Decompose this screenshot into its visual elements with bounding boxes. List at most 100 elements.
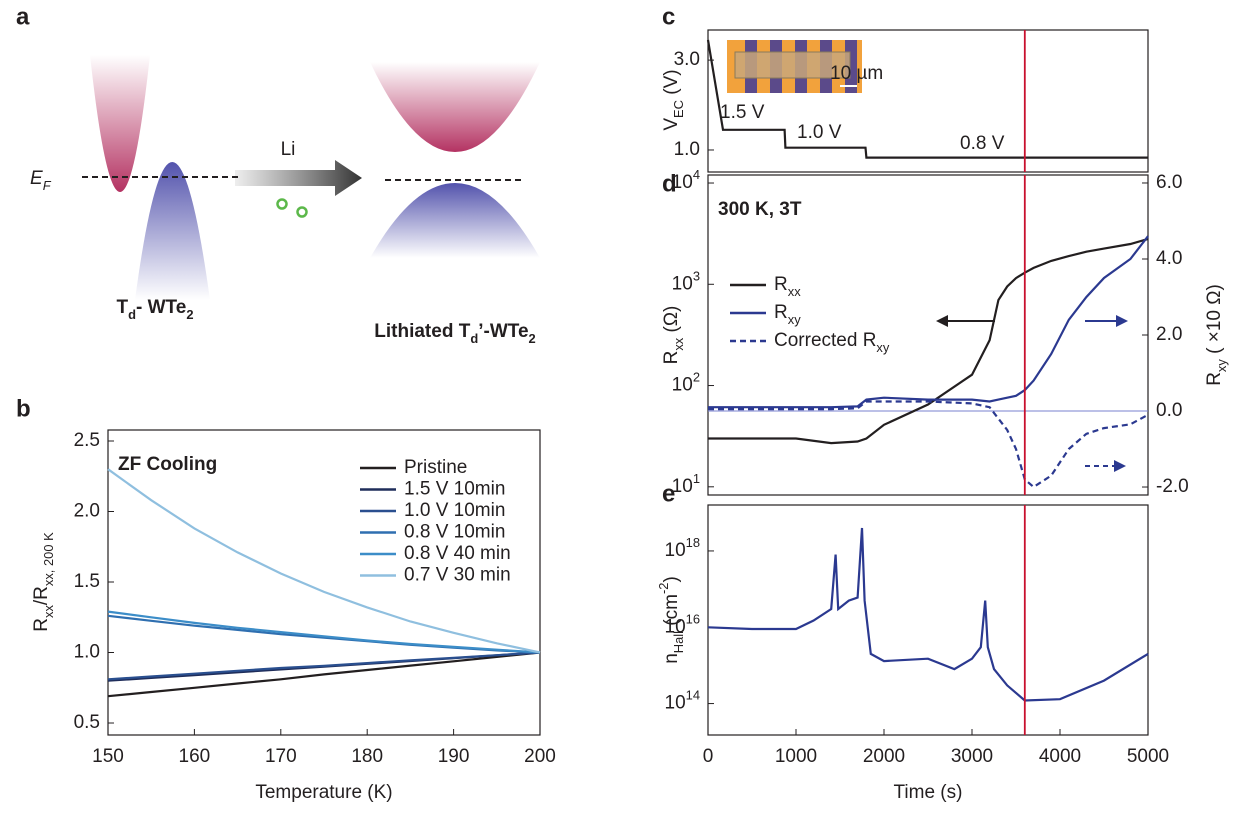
legend-label: 0.8 V 10min bbox=[404, 522, 505, 543]
arrow-head bbox=[936, 315, 948, 327]
y-tick-label: 1018 bbox=[665, 535, 701, 561]
series-line bbox=[107, 651, 541, 698]
text-segment: Corrected R bbox=[774, 330, 876, 351]
fermi-label: EF bbox=[30, 168, 52, 193]
panel-label: c bbox=[662, 3, 675, 30]
text-segment: 2 bbox=[186, 307, 193, 322]
text-segment: EC bbox=[671, 100, 686, 118]
text-segment: 10 bbox=[665, 540, 686, 561]
x-tick-label: 2000 bbox=[863, 746, 905, 767]
text-segment: xy bbox=[876, 340, 889, 355]
text-segment: 2 bbox=[529, 331, 536, 346]
text-segment: n bbox=[661, 653, 682, 664]
arrow bbox=[235, 160, 362, 196]
text-segment: -2 bbox=[656, 583, 671, 594]
annotation: ZF Cooling bbox=[118, 454, 217, 475]
x-tick-label: 170 bbox=[265, 746, 297, 767]
conduction-band bbox=[90, 55, 150, 192]
text-segment: 10 bbox=[665, 616, 686, 637]
text-segment: 10 bbox=[672, 172, 693, 193]
y-axis-label: Rxx/Rxx, 200 K bbox=[31, 532, 56, 632]
y-tick-label: 1.0 bbox=[674, 139, 700, 160]
text-segment: 2 bbox=[693, 369, 700, 384]
y-tick-label: 1.0 bbox=[74, 642, 100, 663]
text-segment: d bbox=[470, 331, 478, 346]
y-axis-label: VEC (V) bbox=[661, 69, 686, 130]
y-tick-label: 102 bbox=[672, 369, 700, 395]
text-segment: R bbox=[31, 618, 52, 632]
series-line bbox=[107, 651, 541, 681]
text-segment: 3 bbox=[693, 268, 700, 283]
y-tick-label: 3.0 bbox=[674, 49, 700, 70]
x-tick-label: 180 bbox=[351, 746, 383, 767]
arrow-head bbox=[1114, 460, 1126, 472]
text-segment: 4 bbox=[693, 167, 700, 182]
valence-band bbox=[135, 162, 210, 300]
text-segment: xy bbox=[788, 312, 801, 327]
plot-frame bbox=[707, 504, 1149, 736]
series-line bbox=[107, 614, 541, 654]
y2-axis-label: Rxy ( ×10 Ω) bbox=[1204, 284, 1229, 386]
x-tick-label: 160 bbox=[179, 746, 211, 767]
text-segment: (Ω) bbox=[661, 306, 682, 338]
step-label: 0.8 V bbox=[960, 133, 1005, 154]
text-segment: R bbox=[1204, 372, 1225, 386]
conduction-band bbox=[370, 62, 540, 152]
x-tick-label: 4000 bbox=[1039, 746, 1081, 767]
x-tick-label: 200 bbox=[524, 746, 556, 767]
y-tick-label: 103 bbox=[672, 268, 700, 294]
text-segment: 10 bbox=[672, 476, 693, 497]
arrow-head bbox=[1116, 315, 1128, 327]
step-label: 1.0 V bbox=[797, 122, 842, 143]
text-segment: V bbox=[661, 118, 682, 131]
text-segment: T bbox=[117, 297, 129, 318]
text-segment: 18 bbox=[686, 535, 700, 550]
series-line bbox=[107, 468, 541, 654]
chart: b 150 160 170 180 190 200 0.5 1.0 1.5 2.0 2.5 Temper… bbox=[16, 395, 556, 803]
y-axis-label: nHall (cm-2) bbox=[656, 576, 686, 664]
text-segment: 1 bbox=[693, 471, 700, 486]
inset-image: 10 µm bbox=[727, 40, 883, 93]
y-tick-label: 2.5 bbox=[74, 430, 100, 451]
panel-label: d bbox=[662, 170, 677, 197]
series-line bbox=[708, 237, 1149, 445]
series-line bbox=[707, 527, 1149, 702]
text-segment: - WTe bbox=[136, 297, 186, 318]
valence-band bbox=[370, 183, 540, 258]
legend-label: 0.7 V 30 min bbox=[404, 565, 511, 586]
text-segment: R bbox=[774, 302, 788, 323]
legend-label: Pristine bbox=[404, 457, 467, 478]
legend-label: 1.5 V 10min bbox=[404, 479, 505, 500]
annotation: 300 K, 3T bbox=[718, 199, 802, 220]
text-segment: R bbox=[774, 274, 788, 295]
text-segment: /R bbox=[31, 586, 52, 605]
step-label: 1.5 V bbox=[720, 102, 765, 123]
x-axis-label: Time (s) bbox=[894, 782, 963, 803]
y2-tick-label: 2.0 bbox=[1156, 324, 1182, 345]
y-tick-label: 0.5 bbox=[74, 712, 100, 733]
flake bbox=[734, 51, 851, 79]
text-segment: ) bbox=[661, 576, 682, 582]
y-tick-label: 1.5 bbox=[74, 571, 100, 592]
x-tick-label: 150 bbox=[92, 746, 124, 767]
text-segment: F bbox=[43, 178, 52, 193]
legend-label: Rxy bbox=[774, 302, 801, 327]
text-segment: d bbox=[128, 307, 136, 322]
scale-label: 10 µm bbox=[830, 63, 883, 84]
material-label: Lithiated Td’-WTe2 bbox=[374, 321, 535, 346]
series-line bbox=[706, 39, 1148, 159]
arrow-label: Li bbox=[281, 139, 296, 160]
x-tick-label: 5000 bbox=[1127, 746, 1169, 767]
text-segment: xx, 200 K bbox=[41, 532, 56, 586]
text-segment: 10 bbox=[672, 273, 693, 294]
series-line bbox=[107, 610, 541, 654]
lithium-ion bbox=[296, 206, 308, 218]
y-tick-label: 2.0 bbox=[74, 501, 100, 522]
y2-tick-label: 4.0 bbox=[1156, 248, 1182, 269]
series-line bbox=[708, 235, 1149, 409]
text-segment: xx bbox=[41, 605, 56, 618]
text-segment: ’-WTe bbox=[478, 321, 528, 342]
